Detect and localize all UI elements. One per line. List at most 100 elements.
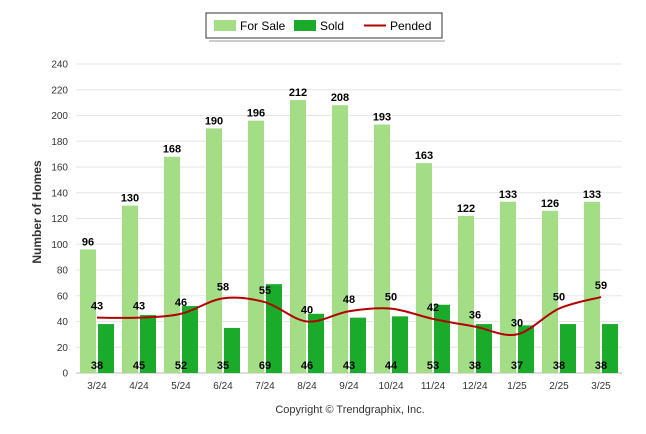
grid-lines [76, 63, 622, 374]
sold-bars [98, 284, 618, 373]
x-tick-label: 5/24 [171, 381, 191, 392]
for-sale-bar [500, 201, 516, 373]
for-sale-bar [332, 105, 348, 373]
for-sale-value-label: 193 [373, 112, 391, 124]
y-axis-label: Number of Homes [30, 160, 44, 264]
for-sale-value-label: 133 [583, 189, 601, 201]
for-sale-bar [416, 163, 432, 373]
sold-value-label: 45 [133, 360, 145, 372]
for-sale-bar [584, 201, 600, 373]
copyright-text: Copyright © Trendgraphix, Inc. [275, 404, 424, 416]
legend-swatch [214, 20, 236, 31]
legend-swatch [294, 20, 316, 31]
sold-bar [602, 324, 618, 373]
x-tick-label: 6/24 [213, 381, 233, 392]
sold-bar [224, 327, 240, 373]
sold-bar [98, 324, 114, 373]
y-tick-label: 60 [57, 291, 69, 302]
x-tick-label: 12/24 [462, 381, 487, 392]
pended-value-label: 30 [511, 317, 523, 329]
for-sale-value-label: 208 [331, 92, 349, 104]
sold-bar [182, 306, 198, 373]
for-sale-value-label: 168 [163, 144, 181, 156]
x-tick-label: 11/24 [421, 381, 446, 392]
y-tick-label: 40 [57, 317, 69, 328]
y-tick-label: 140 [51, 188, 68, 199]
pended-value-label: 42 [427, 302, 439, 314]
x-tick-label: 3/25 [591, 381, 611, 392]
legend-shadow [209, 40, 445, 42]
x-tick-label: 7/24 [255, 381, 275, 392]
pended-value-label: 48 [343, 294, 355, 306]
pended-value-label: 55 [259, 285, 271, 297]
for-sale-bar [458, 215, 474, 373]
sold-value-label: 53 [427, 360, 439, 372]
pended-value-label: 40 [301, 305, 313, 317]
for-sale-bar [122, 205, 138, 373]
x-tick-label: 4/24 [129, 381, 149, 392]
y-tick-label: 200 [51, 111, 68, 122]
pended-value-label: 59 [595, 280, 607, 292]
sold-bar [266, 284, 282, 373]
for-sale-bar [80, 249, 96, 373]
x-tick-label: 10/24 [378, 381, 403, 392]
for-sale-bar [248, 120, 264, 374]
y-tick-label: 120 [51, 214, 68, 225]
legend-label: Pended [390, 19, 431, 33]
for-sale-value-label: 196 [247, 108, 265, 120]
sold-value-label: 44 [385, 360, 398, 372]
pended-line [96, 296, 602, 337]
x-tick-label: 3/24 [87, 381, 107, 392]
y-tick-label: 180 [51, 137, 68, 148]
for-sale-bar [164, 156, 180, 373]
x-tick-label: 2/25 [549, 381, 569, 392]
pended-value-label: 50 [385, 292, 397, 304]
pended-value-label: 58 [217, 281, 229, 293]
for-sale-value-label: 126 [541, 198, 559, 210]
sold-value-label: 38 [469, 360, 481, 372]
sold-bar [518, 325, 534, 373]
legend-label: Sold [320, 19, 344, 33]
y-tick-label: 160 [51, 163, 68, 174]
for-sale-bar [206, 128, 222, 373]
sold-bar [476, 324, 492, 373]
for-sale-value-label: 133 [499, 189, 517, 201]
sold-value-label: 38 [553, 360, 565, 372]
x-axis-ticks: 3/24 4/24 5/24 6/24 7/24 8/24 9/24 10/24 11/24 12… [87, 381, 611, 392]
sold-value-label: 43 [343, 360, 355, 372]
for-sale-bars [80, 100, 600, 374]
pended-value-label: 36 [469, 310, 481, 322]
y-tick-label: 20 [57, 343, 69, 354]
sold-value-label: 38 [91, 360, 103, 372]
x-tick-label: 8/24 [297, 381, 317, 392]
sold-bar [140, 315, 156, 373]
sold-bar [308, 313, 324, 373]
sold-value-label: 69 [259, 360, 271, 372]
x-tick-label: 1/25 [507, 381, 527, 392]
sold-value-label: 35 [217, 360, 229, 372]
pended-value-label: 50 [553, 292, 565, 304]
legend-label: For Sale [240, 19, 286, 33]
for-sale-bar [290, 100, 306, 374]
sold-value-label: 37 [511, 360, 523, 372]
legend-box [205, 12, 443, 39]
pended-line-group [96, 296, 602, 337]
sold-bar [560, 324, 576, 373]
for-sale-value-label: 130 [121, 193, 139, 205]
y-tick-label: 240 [51, 60, 68, 71]
y-tick-label: 0 [62, 369, 68, 380]
y-axis-ticks: 0 20 40 60 80 100 120 140 160 180 200 220 240 [51, 60, 68, 380]
for-sale-value-label: 163 [415, 150, 433, 162]
pended-value-label: 43 [91, 301, 103, 313]
sold-value-label: 46 [301, 360, 313, 372]
sold-bar [392, 316, 408, 373]
y-tick-label: 80 [57, 266, 69, 277]
for-sale-bar [374, 124, 390, 373]
for-sale-value-label: 190 [205, 115, 223, 127]
sold-bar [350, 317, 366, 373]
for-sale-bar [542, 210, 558, 373]
x-tick-label: 9/24 [339, 381, 359, 392]
y-tick-label: 100 [51, 240, 68, 251]
